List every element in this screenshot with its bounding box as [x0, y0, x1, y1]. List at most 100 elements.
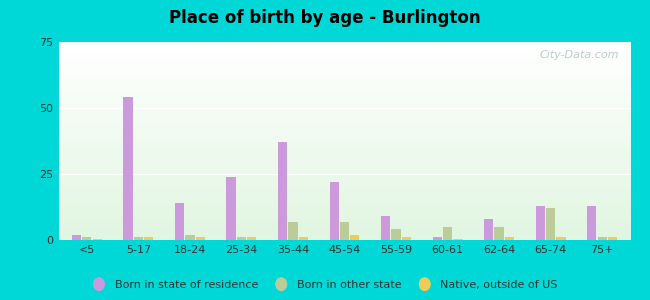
Bar: [58, 44, 630, 45]
Bar: [58, 143, 630, 144]
Bar: [58, 217, 630, 218]
Bar: [58, 134, 630, 135]
Bar: [58, 103, 630, 104]
Bar: [58, 123, 630, 124]
Bar: [58, 67, 630, 68]
Bar: [58, 160, 630, 161]
Bar: [58, 176, 630, 177]
Bar: [58, 224, 630, 225]
Bar: [58, 91, 630, 92]
Bar: [58, 235, 630, 236]
Bar: [58, 203, 630, 204]
Bar: [58, 46, 630, 47]
Bar: [58, 88, 630, 89]
Bar: [58, 157, 630, 158]
Bar: [58, 175, 630, 176]
Bar: [58, 96, 630, 98]
Bar: [58, 70, 630, 71]
Bar: [58, 98, 630, 99]
Bar: [58, 149, 630, 150]
Bar: [58, 226, 630, 227]
Bar: [597, 237, 607, 240]
Bar: [58, 50, 630, 51]
Bar: [196, 237, 205, 240]
Bar: [58, 161, 630, 162]
Bar: [58, 237, 630, 238]
Bar: [278, 142, 287, 240]
Bar: [58, 42, 630, 43]
Bar: [298, 237, 308, 240]
Bar: [82, 237, 92, 240]
Bar: [58, 206, 630, 207]
Bar: [443, 227, 452, 240]
Bar: [58, 57, 630, 58]
Bar: [237, 237, 246, 240]
Bar: [58, 73, 630, 74]
Bar: [58, 135, 630, 136]
Bar: [58, 172, 630, 173]
Bar: [58, 113, 630, 114]
Bar: [58, 104, 630, 105]
Bar: [58, 89, 630, 91]
Bar: [58, 166, 630, 167]
Bar: [58, 100, 630, 101]
Bar: [58, 102, 630, 104]
Bar: [58, 124, 630, 125]
Bar: [58, 120, 630, 121]
Bar: [289, 221, 298, 240]
Bar: [58, 231, 630, 232]
Bar: [58, 45, 630, 46]
Bar: [58, 71, 630, 72]
Bar: [58, 215, 630, 216]
Bar: [58, 65, 630, 66]
Bar: [58, 85, 630, 86]
Bar: [58, 159, 630, 160]
Bar: [58, 146, 630, 147]
Bar: [340, 221, 349, 240]
Bar: [58, 148, 630, 149]
Bar: [58, 52, 630, 53]
Bar: [58, 106, 630, 107]
Bar: [58, 234, 630, 235]
Bar: [58, 105, 630, 106]
Bar: [58, 184, 630, 185]
Bar: [58, 117, 630, 118]
Bar: [58, 56, 630, 57]
Bar: [58, 51, 630, 52]
Bar: [58, 168, 630, 169]
Bar: [58, 177, 630, 178]
Bar: [58, 229, 630, 230]
Bar: [58, 214, 630, 215]
Bar: [391, 230, 400, 240]
Bar: [58, 74, 630, 75]
Bar: [58, 230, 630, 231]
Bar: [484, 219, 493, 240]
Bar: [58, 79, 630, 80]
Bar: [58, 154, 630, 155]
Bar: [58, 167, 630, 168]
Bar: [58, 122, 630, 123]
Bar: [58, 86, 630, 88]
Bar: [58, 63, 630, 64]
Bar: [58, 204, 630, 205]
Bar: [58, 115, 630, 116]
Bar: [58, 180, 630, 181]
Bar: [58, 201, 630, 202]
Bar: [58, 133, 630, 134]
Bar: [58, 227, 630, 228]
Bar: [58, 75, 630, 76]
Bar: [330, 182, 339, 240]
Bar: [58, 222, 630, 223]
Bar: [58, 53, 630, 54]
Bar: [58, 225, 630, 226]
Bar: [58, 205, 630, 206]
Bar: [58, 209, 630, 210]
Bar: [58, 49, 630, 50]
Bar: [58, 155, 630, 156]
Bar: [58, 193, 630, 194]
Bar: [58, 129, 630, 130]
Bar: [587, 206, 597, 240]
Bar: [58, 196, 630, 197]
Bar: [58, 80, 630, 81]
Bar: [58, 68, 630, 69]
